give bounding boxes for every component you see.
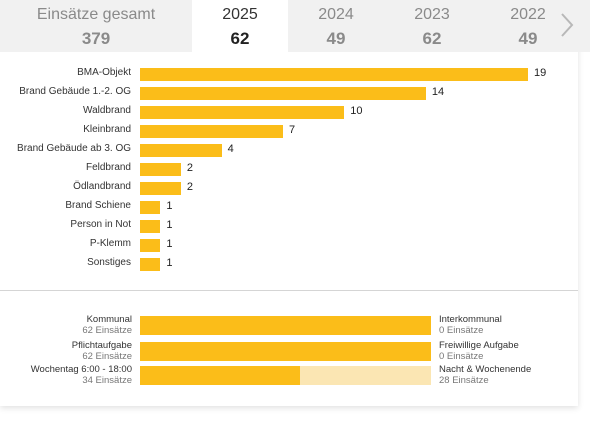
split-left-name: Wochentag 6:00 - 18:00 — [30, 364, 132, 375]
value-label: 14 — [431, 86, 445, 98]
value-label: 1 — [166, 257, 173, 269]
tab-count: 49 — [518, 29, 538, 48]
split-left-count: 62 Einsätze — [82, 325, 132, 336]
tab-count: 49 — [326, 29, 346, 48]
split-row: Pflichtaufgabe 62 Einsätze Freiwillige Auf… — [0, 340, 578, 364]
split-row: Kommunal 62 Einsätze Interkommunal 0 Einsät… — [0, 314, 578, 338]
split-bar-fill — [140, 366, 300, 385]
split-right-label: Interkommunal 0 Einsätze — [439, 314, 502, 336]
stats-card — [0, 0, 578, 406]
value-label: 10 — [350, 105, 363, 117]
bar[interactable] — [140, 87, 426, 100]
chevron-right-icon — [561, 13, 574, 37]
tab-count: 62 — [230, 29, 250, 48]
split-left-label: Kommunal 62 Einsätze — [82, 314, 132, 336]
split-row: Wochentag 6:00 - 18:00 34 Einsätze Nacht &… — [0, 364, 578, 388]
split-left-label: Pflichtaufgabe 62 Einsätze — [72, 340, 132, 362]
tab-count: 62 — [422, 29, 442, 48]
bar[interactable] — [140, 220, 161, 233]
value-label: 7 — [288, 124, 296, 136]
split-right-label: Freiwillige Aufgabe 0 Einsätze — [439, 340, 519, 362]
category-label: Kleinbrand — [83, 124, 131, 135]
bar[interactable] — [140, 125, 283, 138]
bar[interactable] — [140, 182, 181, 195]
tab-label: 2025 — [222, 6, 258, 23]
tab-2025[interactable]: 2025 62 — [192, 0, 288, 52]
split-right-count: 0 Einsätze — [439, 325, 484, 336]
split-right-name: Freiwillige Aufgabe — [439, 340, 519, 351]
category-label: Sonstiges — [87, 257, 131, 268]
tab-label: Einsätze gesamt — [36, 6, 156, 23]
split-left-name: Kommunal — [86, 314, 132, 325]
category-label: Ödlandbrand — [73, 181, 131, 192]
tab-label: 2023 — [414, 6, 450, 23]
split-bar-track[interactable] — [140, 366, 431, 385]
category-label: Brand Gebäude ab 3. OG — [17, 143, 131, 154]
category-label: Brand Schiene — [65, 200, 131, 211]
tab-2023[interactable]: 2023 62 — [384, 0, 480, 52]
split-bar-fill — [140, 342, 431, 361]
bar[interactable] — [140, 68, 528, 81]
tab-label: 2022 — [510, 6, 546, 23]
split-left-label: Wochentag 6:00 - 18:00 34 Einsätze — [31, 364, 132, 386]
split-right-count: 28 Einsätze — [439, 375, 489, 386]
tab-2024[interactable]: 2024 49 — [288, 0, 384, 52]
tab-count: 379 — [81, 29, 111, 48]
category-label: Feldbrand — [85, 162, 131, 173]
split-right-count: 0 Einsätze — [439, 351, 484, 362]
next-page-button[interactable] — [556, 10, 578, 40]
value-label: 19 — [534, 67, 547, 79]
split-bar-fill — [140, 316, 431, 335]
value-label: 2 — [186, 181, 193, 193]
category-label: Person in Not — [70, 219, 131, 230]
bar[interactable] — [140, 258, 161, 271]
bar[interactable] — [140, 144, 222, 157]
split-left-count: 34 Einsätze — [82, 375, 132, 386]
bar[interactable] — [140, 201, 161, 214]
value-label: 4 — [227, 143, 234, 155]
split-left-count: 62 Einsätze — [82, 351, 132, 362]
year-tab-strip: Einsätze gesamt 379 2025 62 2024 49 2023… — [0, 0, 590, 52]
section-divider — [0, 290, 578, 291]
value-label: 1 — [166, 238, 173, 250]
split-bar-track[interactable] — [140, 342, 431, 361]
tab-total[interactable]: Einsätze gesamt 379 — [0, 0, 192, 52]
split-right-name: Nacht & Wochenende — [439, 364, 532, 375]
category-label: Waldbrand — [83, 105, 131, 116]
category-label: P-Klemm — [89, 238, 131, 249]
value-label: 2 — [186, 162, 193, 174]
tab-label: 2024 — [318, 6, 354, 23]
bar[interactable] — [140, 106, 345, 119]
bar[interactable] — [140, 239, 161, 252]
value-label: 1 — [166, 219, 173, 231]
value-label: 1 — [166, 200, 173, 212]
split-right-name: Interkommunal — [439, 314, 502, 325]
split-right-label: Nacht & Wochenende 28 Einsätze — [439, 364, 531, 386]
bar[interactable] — [140, 163, 181, 176]
split-bar-track[interactable] — [140, 316, 431, 335]
category-label: Brand Gebäude 1.-2. OG — [19, 86, 131, 97]
incident-type-bar-chart: BMA-Objekt 19 Brand Gebäude 1.-2. OG 14 Wald… — [0, 60, 578, 280]
category-label: BMA-Objekt — [77, 67, 131, 78]
tab-2022[interactable]: 2022 49 — [480, 0, 576, 52]
split-left-name: Pflichtaufgabe — [71, 340, 132, 351]
